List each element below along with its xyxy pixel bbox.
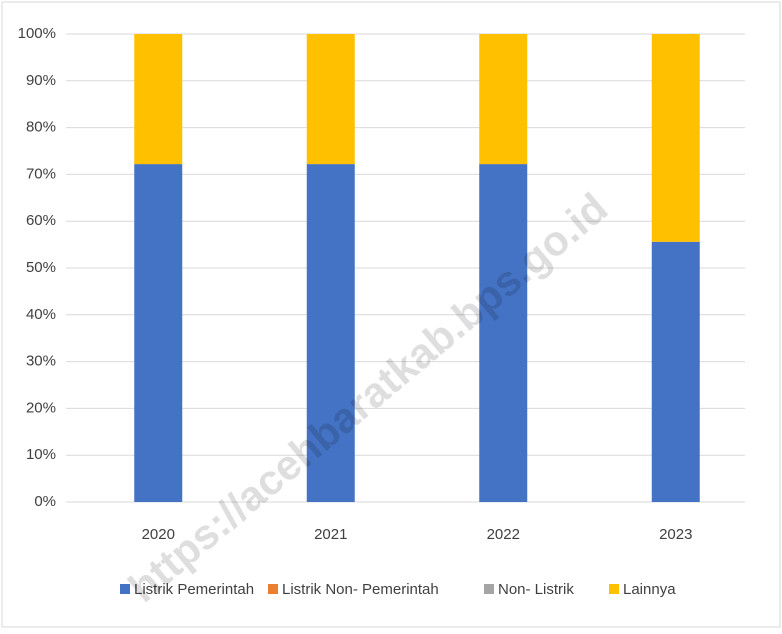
legend-label: Non- Listrik [498, 581, 574, 598]
legend-swatch [484, 584, 494, 594]
bar-segment [479, 34, 528, 165]
bar-segment [479, 164, 528, 502]
legend-label: Lainnya [623, 581, 676, 598]
y-tick-label: 80% [26, 119, 56, 136]
x-tick-label: 2021 [314, 526, 347, 543]
y-tick-label: 100% [18, 25, 56, 42]
bar-segment [306, 34, 355, 165]
legend-swatch [120, 584, 130, 594]
y-tick-label: 10% [26, 446, 56, 463]
bar-segment [134, 34, 183, 165]
y-tick-label: 70% [26, 165, 56, 182]
legend-swatch [268, 584, 278, 594]
x-tick-label: 2020 [142, 526, 175, 543]
legend-label: Listrik Non- Pemerintah [282, 581, 439, 598]
bar-segment [134, 164, 183, 502]
y-tick-label: 60% [26, 212, 56, 229]
y-tick-label: 0% [34, 493, 56, 510]
y-tick-label: 30% [26, 353, 56, 370]
y-tick-label: 50% [26, 259, 56, 276]
bar-segment [651, 241, 700, 503]
legend-label: Listrik Pemerintah [134, 581, 254, 598]
y-tick-label: 20% [26, 399, 56, 416]
y-tick-label: 90% [26, 72, 56, 89]
legend-swatch [609, 584, 619, 594]
y-tick-label: 40% [26, 306, 56, 323]
x-tick-label: 2023 [659, 526, 692, 543]
bar-segment [306, 164, 355, 502]
bar-segment [651, 34, 700, 242]
x-tick-label: 2022 [487, 526, 520, 543]
